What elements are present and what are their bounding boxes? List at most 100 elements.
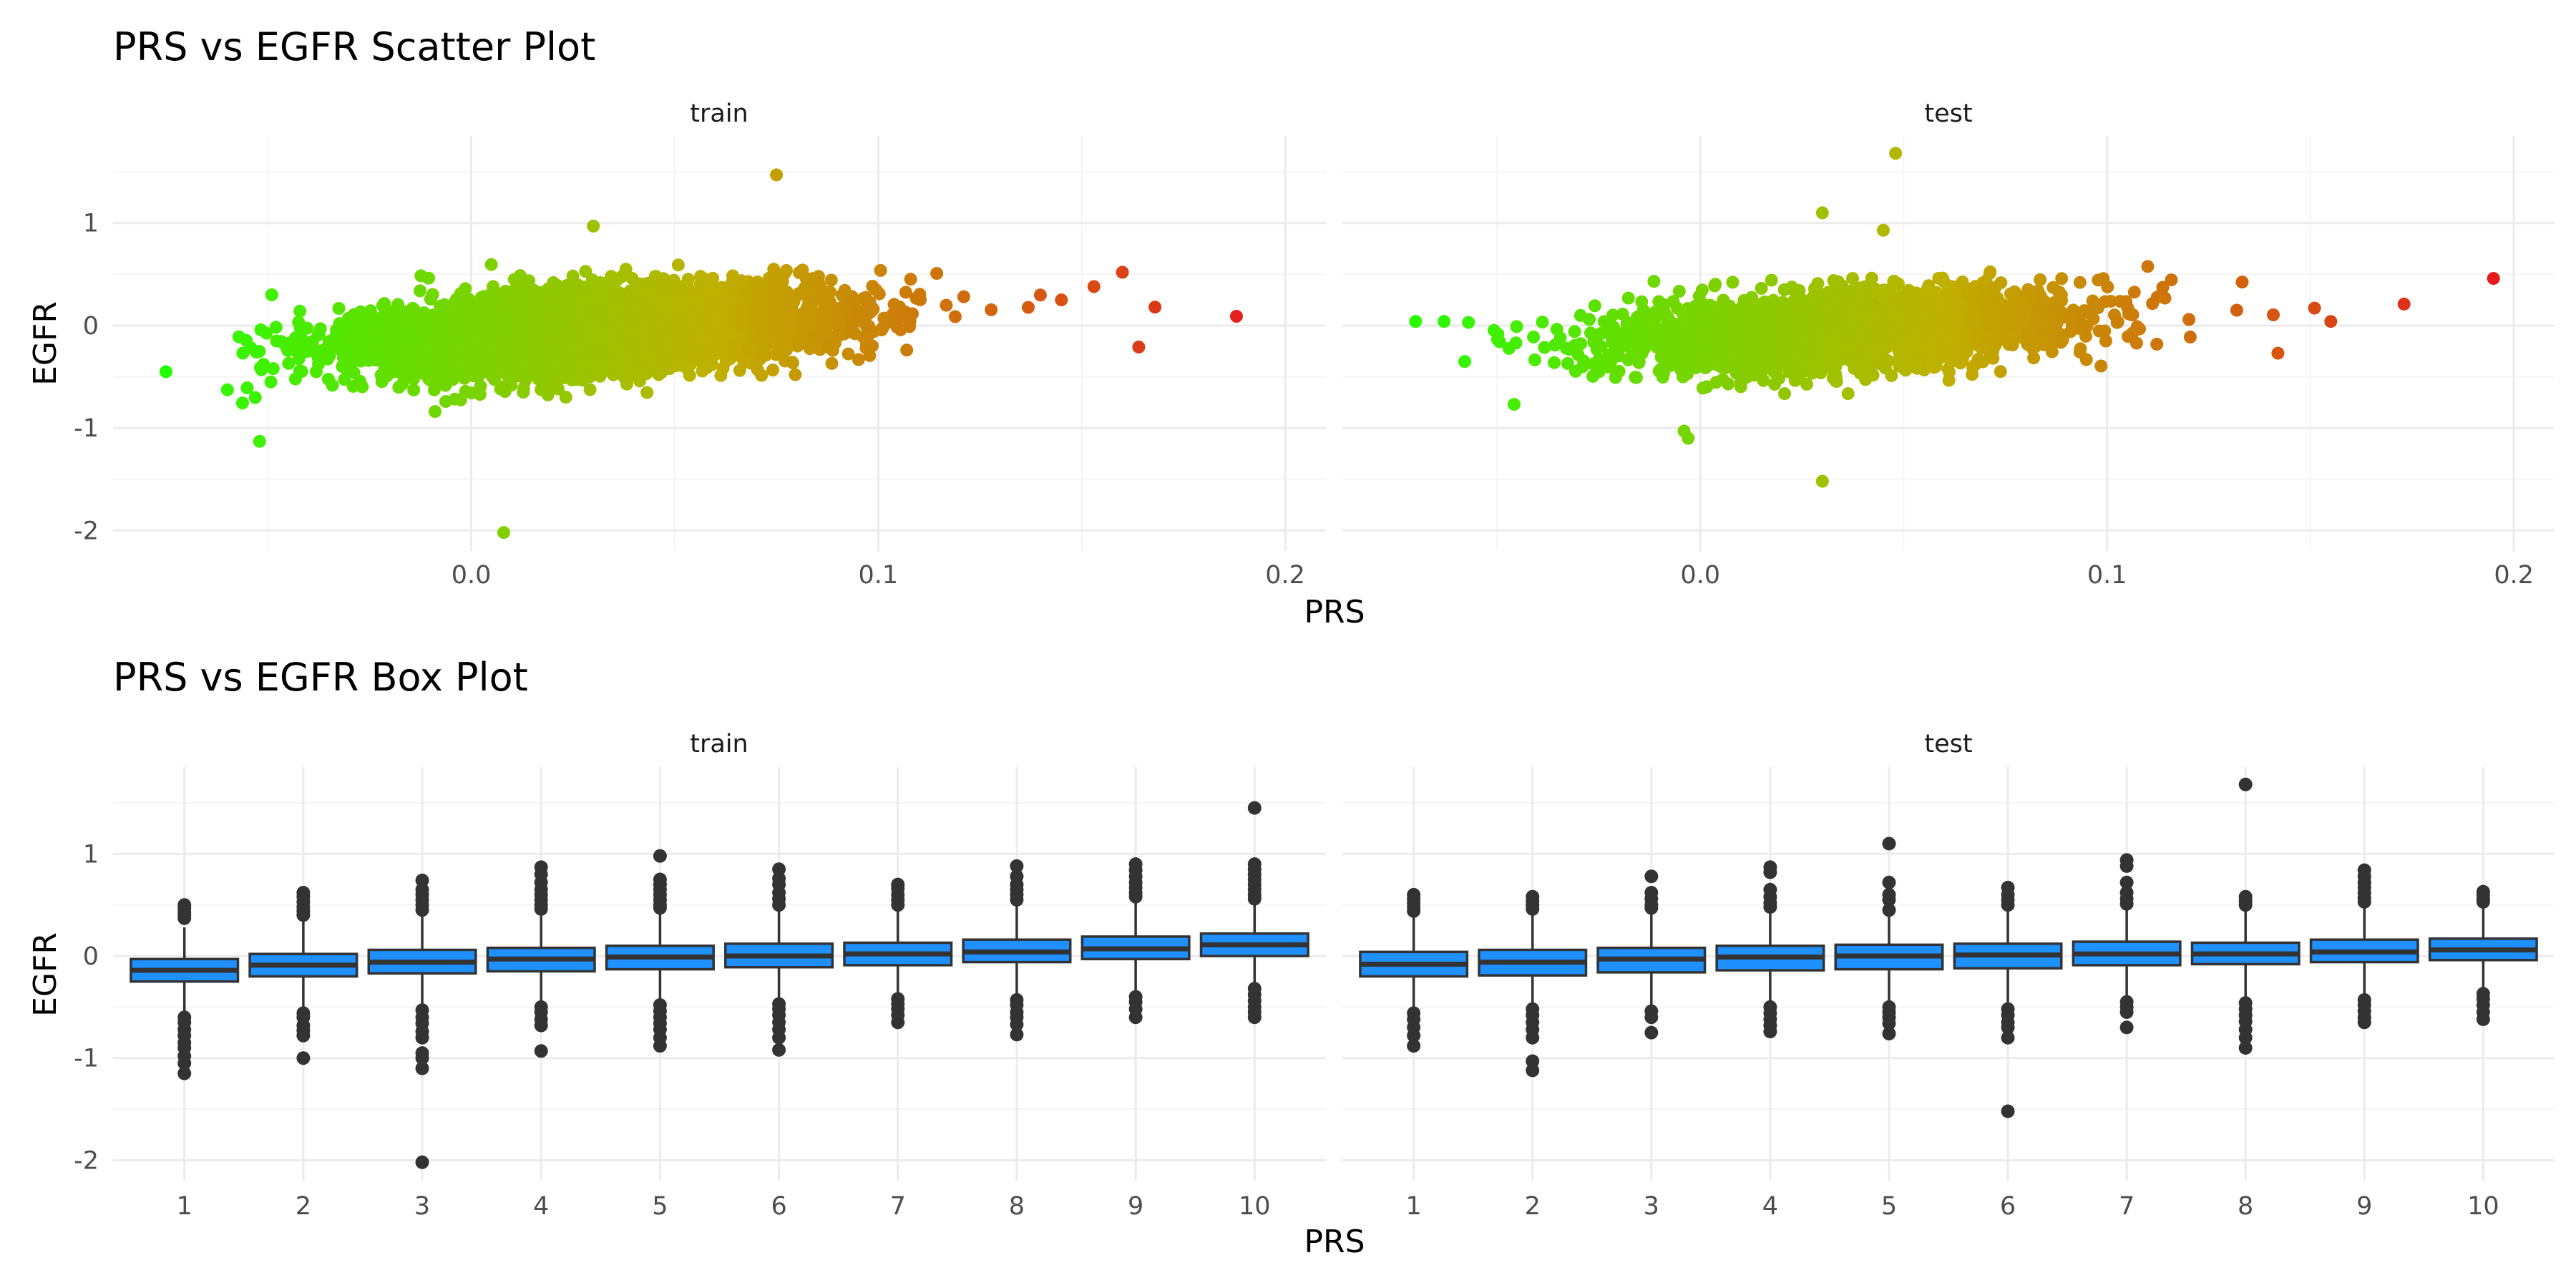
scatter-point [672, 312, 686, 326]
scatter-point [821, 341, 834, 354]
scatter-point [699, 311, 713, 325]
scatter-point [374, 335, 387, 348]
scatter-point [786, 356, 799, 370]
scatter-point [904, 273, 917, 286]
scatter-point [644, 311, 658, 324]
scatter-point [488, 298, 502, 312]
scatter-point [220, 383, 234, 396]
scatter-point [404, 307, 417, 321]
scatter-point [454, 393, 467, 406]
scatter-point [763, 288, 777, 301]
scatter-point [565, 373, 579, 386]
scatter-point [375, 355, 389, 369]
scatter-point [781, 286, 794, 299]
scatter-point [426, 288, 439, 301]
scatter-point [674, 358, 688, 372]
scatter-point [940, 298, 953, 312]
scatter-point [841, 347, 855, 361]
scatter-point [825, 356, 839, 370]
scatter-point [874, 263, 887, 277]
scatter-point [583, 383, 597, 396]
scatter-point [751, 363, 764, 376]
scatter-point [430, 364, 444, 377]
scatter-point [327, 332, 341, 346]
scatter-point [900, 343, 914, 357]
scatter-point [824, 296, 837, 309]
scatter-point [782, 301, 796, 314]
scatter-point [559, 391, 572, 404]
scatter-point [618, 371, 631, 384]
scatter-point [535, 383, 548, 396]
scatter-point [301, 321, 314, 335]
scatter-point [615, 270, 628, 283]
scatter-point [266, 362, 280, 376]
scatter-point [633, 374, 646, 388]
scatter-point [270, 334, 283, 348]
scatter-point [887, 298, 901, 311]
scatter-point [488, 342, 502, 356]
scatter-point [386, 333, 400, 347]
scatter-point [913, 288, 927, 301]
scatter-point [985, 303, 998, 316]
scatter-point [465, 386, 478, 400]
scatter-point [757, 343, 771, 357]
scatter-point [714, 369, 728, 382]
scatter-point [369, 313, 383, 326]
scatter-point [532, 286, 546, 299]
scatter-point [767, 323, 781, 337]
scatter-point [852, 353, 865, 366]
scatter-point [671, 258, 685, 272]
scatter-point [326, 379, 339, 392]
scatter-point [464, 362, 477, 376]
scatter-point [513, 342, 526, 356]
scatter-point [640, 386, 654, 399]
scatter-point [784, 322, 797, 336]
scatter-point [789, 368, 802, 381]
scatter-point [333, 317, 346, 331]
scatter-point [429, 405, 441, 419]
scatter-point [660, 290, 674, 303]
scatter-point [696, 364, 709, 378]
scatter-point [264, 375, 278, 389]
scatter-point [269, 321, 283, 334]
scatter-point [750, 313, 763, 327]
scatter-point [863, 348, 877, 362]
scatter-point [338, 373, 351, 386]
scatter-point [240, 381, 254, 394]
scatter-point [600, 279, 613, 292]
scatter-point [508, 315, 522, 328]
scatter-point [397, 370, 411, 384]
scatter-point [487, 280, 500, 293]
scatter-point [824, 273, 838, 287]
scatter-point [806, 272, 819, 286]
scatter-point [434, 334, 448, 348]
scatter-point [288, 331, 302, 345]
scatter-point [484, 258, 498, 271]
scatter-point [282, 356, 296, 370]
scatter-point [563, 353, 577, 367]
scatter-point [855, 311, 869, 324]
scatter-point [414, 284, 426, 298]
scatter-point [615, 333, 629, 346]
scatter-point [655, 364, 668, 378]
scatter-point [696, 296, 709, 309]
scatter-point [738, 308, 751, 322]
scatter-point [610, 290, 623, 303]
scatter-point [447, 298, 459, 311]
scatter-point [293, 304, 307, 318]
scatter-point [930, 267, 944, 280]
scatter-point [312, 357, 326, 371]
scatter-point [235, 396, 249, 410]
scatter-point [248, 391, 262, 404]
scatter-point [803, 311, 816, 324]
scatter-chart: PRS vs EGFR Scatter Plot train test -2-1… [27, 24, 2555, 630]
scatter-point [494, 382, 507, 396]
scatter-point [775, 337, 789, 351]
scatter-point [253, 345, 266, 358]
scatter-point [539, 354, 552, 368]
scatter-point [875, 323, 888, 337]
scatter-point [479, 355, 493, 369]
scatter-point [722, 297, 736, 311]
